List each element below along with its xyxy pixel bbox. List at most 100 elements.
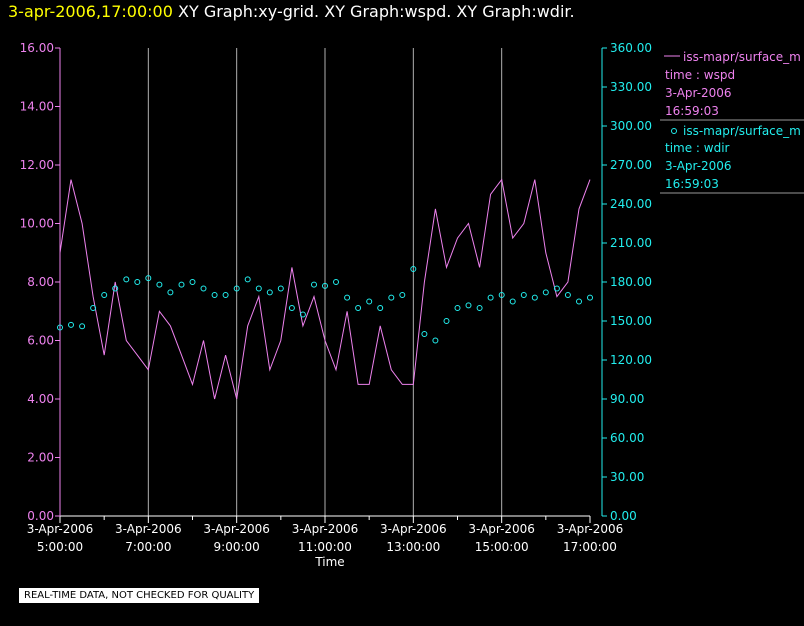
timestamp-title: 3-apr-2006,17:00:00 [8, 2, 173, 21]
right-y-tick-label: 30.00 [610, 470, 644, 484]
right-y-tick-label: 120.00 [610, 353, 652, 367]
wdir-point [68, 321, 74, 328]
wdir-point [421, 331, 428, 337]
wdir-point [134, 279, 141, 285]
legend-series-1: iss-mapr/surface_m [683, 50, 801, 64]
wdir-point [189, 279, 196, 285]
legend-date-2: 3-Apr-2006 [665, 159, 732, 173]
left-y-tick-label: 2.00 [27, 451, 54, 465]
legend-point-sample [671, 128, 677, 134]
x-tick-label-time: 13:00:00 [386, 540, 440, 554]
wspd-line [59, 178, 591, 400]
wdir-point [244, 276, 251, 283]
wdir-point [211, 292, 218, 298]
x-tick-label-date: 3-Apr-2006 [557, 522, 624, 536]
right-y-tick-label: 300.00 [610, 119, 652, 133]
left-y-tick-label: 16.00 [20, 41, 54, 55]
wdir-point [509, 298, 516, 305]
wdir-point [233, 285, 240, 292]
right-y-tick-label: 360.00 [610, 41, 652, 55]
wdir-point [288, 305, 295, 311]
legend-date-1: 3-Apr-2006 [665, 86, 732, 100]
right-y-tick-label: 240.00 [610, 197, 652, 211]
wdir-point [277, 285, 284, 292]
wdir-point [542, 289, 549, 296]
wdir-point [355, 305, 362, 311]
wdir-point [79, 323, 86, 330]
left-y-tick-label: 14.00 [20, 100, 54, 114]
wdir-point [266, 289, 273, 296]
wdir-point [454, 305, 461, 311]
x-axis-ticks: 3-Apr-2006 5:00:00 3-Apr-2006 7:00:00 3-Apr-… [27, 522, 624, 554]
wdir-point [178, 281, 185, 288]
legend: iss-mapr/surface_m time : wspd 3-Apr-200… [660, 50, 804, 194]
wdir-point [366, 298, 373, 305]
wdir-point [487, 294, 494, 301]
wdir-point [388, 294, 395, 301]
wdir-series [57, 266, 593, 344]
x-tick-label-time: 11:00:00 [298, 540, 352, 554]
wdir-point [553, 285, 560, 292]
wdir-point [167, 289, 174, 296]
right-y-tick-label: 180.00 [610, 275, 652, 289]
wdir-point [156, 281, 163, 288]
x-tick-label-date: 3-Apr-2006 [292, 522, 359, 536]
wdir-point [333, 279, 339, 285]
legend-var-2: time : wdir [665, 141, 730, 155]
wdir-point [399, 292, 406, 298]
wdir-point [498, 292, 505, 298]
legend-var-1: time : wspd [665, 68, 735, 82]
wdir-point [123, 276, 130, 283]
wdir-point [344, 294, 351, 301]
legend-series-2: iss-mapr/surface_m [683, 124, 801, 138]
wdir-point [476, 305, 483, 311]
legend-time-1: 16:59:03 [665, 104, 719, 118]
wdir-point [576, 298, 582, 305]
left-y-tick-label: 4.00 [27, 392, 54, 406]
wdir-point [57, 324, 63, 331]
x-tick-label-time: 9:00:00 [214, 540, 260, 554]
wdir-point [90, 305, 97, 311]
wdir-point [299, 311, 306, 318]
x-tick-label-time: 15:00:00 [475, 540, 529, 554]
wdir-point [531, 294, 538, 301]
wdir-point [465, 302, 472, 309]
wdir-point [520, 292, 527, 298]
x-axis-label: Time [314, 555, 344, 569]
right-y-tick-label: 90.00 [610, 392, 644, 406]
wdir-point [101, 292, 108, 298]
wdir-point [322, 282, 328, 289]
left-y-tick-label: 12.00 [20, 158, 54, 172]
right-y-tick-label: 270.00 [610, 158, 652, 172]
x-tick-label-date: 3-Apr-2006 [115, 522, 182, 536]
right-y-tick-label: 150.00 [610, 314, 652, 328]
right-y-tick-label: 60.00 [610, 431, 644, 445]
axes: 0.00 2.00 4.00 6.00 8.00 10.00 12.00 14.00 16.00… [20, 41, 652, 523]
left-y-tick-label: 8.00 [27, 275, 54, 289]
qc-note: REAL-TIME DATA, NOT CHECKED FOR QUALITY [19, 588, 260, 603]
x-tick-label-time: 17:00:00 [563, 540, 617, 554]
wspd-series [59, 178, 591, 400]
x-tick-label-date: 3-Apr-2006 [380, 522, 447, 536]
wdir-point [564, 292, 571, 298]
wdir-point [377, 305, 384, 311]
wdir-point [200, 285, 207, 292]
right-y-tick-label: 330.00 [610, 80, 652, 94]
wdir-point [432, 337, 439, 344]
graph-titles: XY Graph:xy-grid. XY Graph:wspd. XY Grap… [178, 2, 575, 21]
left-y-tick-label: 0.00 [27, 509, 54, 523]
wdir-point [145, 275, 152, 282]
wdir-point [222, 292, 229, 298]
wdir-point [587, 294, 593, 301]
left-y-tick-label: 10.00 [20, 217, 54, 231]
title-bar: 3-apr-2006,17:00:00 XY Graph:xy-grid. XY… [8, 2, 575, 21]
x-tick-label-time: 5:00:00 [37, 540, 83, 554]
wdir-point [112, 285, 119, 292]
grid [147, 48, 503, 516]
wdir-point [410, 266, 417, 272]
wdir-point [255, 285, 262, 292]
wdir-point [311, 281, 317, 288]
wdir-point [443, 318, 450, 324]
x-tick-label-time: 7:00:00 [125, 540, 171, 554]
